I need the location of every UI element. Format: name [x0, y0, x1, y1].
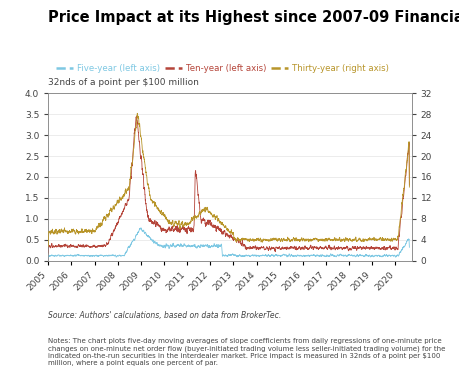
Text: Price Impact at its Highest since 2007-09 Financial Crisis: Price Impact at its Highest since 2007-0… — [48, 10, 459, 25]
Text: 32nds of a point per $100 million: 32nds of a point per $100 million — [48, 78, 199, 87]
Text: Source: Authors' calculations, based on data from BrokerTec.: Source: Authors' calculations, based on … — [48, 311, 281, 320]
Legend: Five-year (left axis), Ten-year (left axis), Thirty-year (right axis): Five-year (left axis), Ten-year (left ax… — [52, 61, 391, 77]
Text: Notes: The chart plots five-day moving averages of slope coefficients from daily: Notes: The chart plots five-day moving a… — [48, 338, 445, 366]
